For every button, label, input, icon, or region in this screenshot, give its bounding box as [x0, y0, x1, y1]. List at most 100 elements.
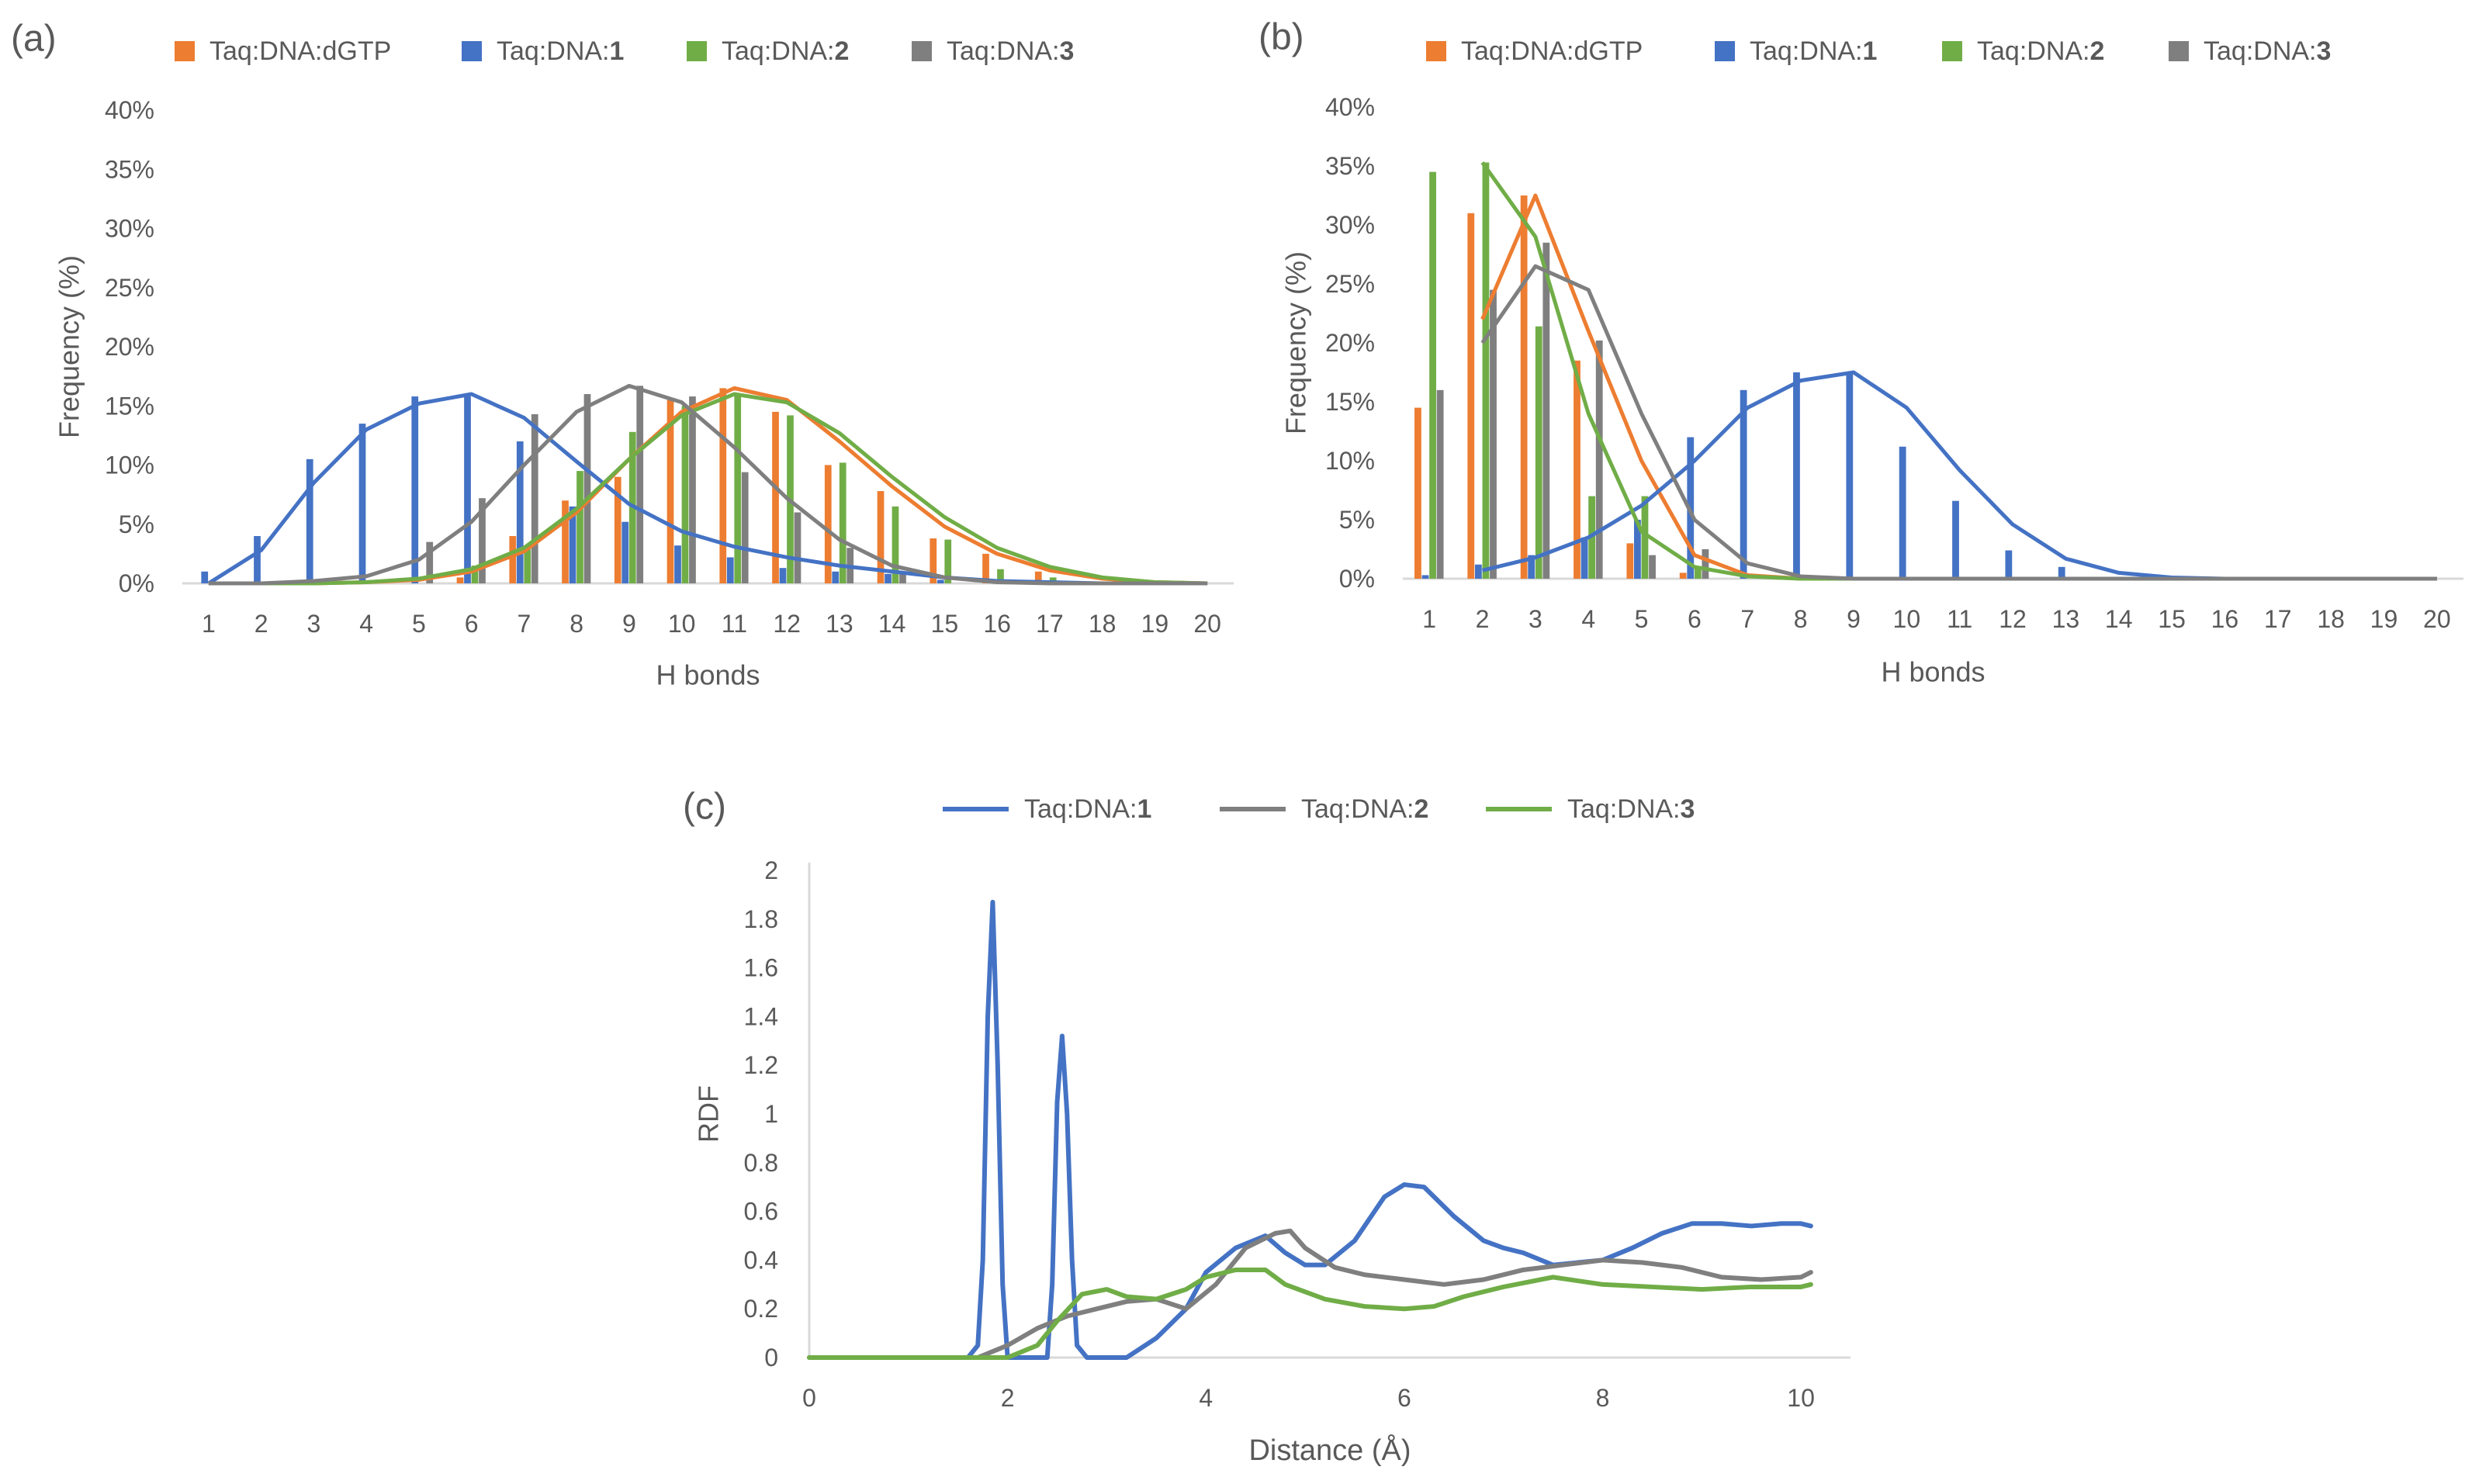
- y-tick-label: 5%: [1339, 506, 1375, 534]
- y-tick-label: 0%: [119, 569, 154, 597]
- bar: [479, 498, 486, 583]
- y-axis-title: Frequency (%): [1280, 251, 1312, 434]
- x-tick-label: 4: [1581, 605, 1595, 633]
- legend-label: Taq:DNA:1: [1750, 36, 1877, 66]
- fit-line-c3: [1480, 264, 2437, 581]
- bar: [358, 424, 366, 583]
- bar: [877, 491, 885, 583]
- y-tick-label: 10%: [105, 451, 154, 479]
- bar: [666, 400, 674, 583]
- y-tick-label: 15%: [1325, 388, 1375, 416]
- y-tick-label: 35%: [105, 155, 154, 183]
- y-tick-label: 15%: [105, 392, 154, 420]
- x-tick-label: 5: [1635, 605, 1649, 633]
- y-tick-label: 1.8: [744, 905, 778, 933]
- x-tick-label: 1: [1422, 605, 1436, 633]
- y-tick-label: 0.6: [744, 1198, 778, 1226]
- bar: [944, 539, 952, 583]
- x-tick-label: 5: [412, 610, 426, 638]
- bar: [524, 548, 531, 583]
- y-tick-label: 10%: [1325, 447, 1375, 475]
- fit-line-c2: [208, 392, 1208, 586]
- x-tick-label: 20: [1193, 610, 1221, 638]
- bar: [426, 541, 434, 583]
- bar: [937, 579, 944, 583]
- bar: [885, 573, 892, 583]
- bar: [621, 521, 629, 583]
- x-tick-label: 6: [1688, 605, 1702, 633]
- panel-b-chart: (b)0%5%10%15%20%25%30%35%40%1 2 3 4 5 6 7 8 9 10 1…: [1259, 17, 2463, 688]
- bar: [576, 471, 583, 583]
- bar: [681, 406, 689, 583]
- legend-swatch: [912, 41, 932, 61]
- bar: [2005, 550, 2013, 579]
- legend-label: Taq:DNA:dGTP: [1461, 36, 1643, 66]
- bar: [741, 472, 749, 583]
- bar: [1899, 446, 1906, 579]
- legend-swatch: [1942, 41, 1962, 61]
- y-tick-label: 2: [764, 856, 778, 884]
- legend-swatch: [2169, 41, 2189, 61]
- legend-label: Taq:DNA:3: [2204, 36, 2331, 66]
- x-tick-label: 19: [1141, 610, 1169, 638]
- bar: [982, 553, 989, 583]
- bar: [779, 568, 787, 583]
- x-axis-title: H bonds: [656, 659, 760, 691]
- y-tick-label: 40%: [105, 96, 154, 124]
- x-tick-label: 14: [878, 610, 906, 638]
- fit-line-c1: [1481, 370, 2437, 581]
- bar: [1490, 289, 1497, 579]
- y-tick-label: 40%: [1325, 93, 1375, 121]
- bar: [254, 536, 261, 583]
- x-tick-label: 9: [622, 610, 636, 638]
- y-tick-label: 20%: [1325, 329, 1375, 357]
- bar: [1702, 549, 1709, 579]
- bar: [464, 396, 471, 583]
- x-tick-label: 2: [1001, 1384, 1015, 1412]
- bar: [2058, 566, 2065, 579]
- y-tick-label: 30%: [105, 215, 154, 243]
- bar: [689, 396, 696, 583]
- legend-label: Taq:DNA:2: [1977, 36, 2104, 66]
- bar: [509, 536, 517, 583]
- bar: [411, 396, 419, 583]
- bar: [1542, 242, 1550, 579]
- x-tick-label: 17: [1036, 610, 1064, 638]
- y-tick-label: 0: [764, 1344, 778, 1372]
- y-tick-label: 1.6: [744, 954, 778, 982]
- x-tick-label: 15: [2158, 605, 2186, 633]
- bar: [1634, 520, 1641, 579]
- x-tick-label: 11: [1947, 605, 1972, 633]
- bar: [1436, 389, 1444, 579]
- rdf-line-c1: [807, 899, 1813, 1360]
- legend-label: Taq:DNA:2: [722, 36, 849, 66]
- legend-label: Taq:DNA:2: [1301, 794, 1428, 824]
- bar: [1679, 572, 1687, 579]
- bar: [636, 386, 644, 583]
- bar: [1595, 340, 1603, 579]
- x-tick-label: 20: [2423, 605, 2451, 633]
- legend-swatch: [687, 41, 707, 61]
- x-tick-label: 13: [2052, 605, 2080, 633]
- x-tick-label: 6: [1397, 1384, 1411, 1412]
- bar: [1740, 389, 1747, 579]
- bar: [1414, 407, 1421, 579]
- x-tick-label: 12: [1999, 605, 2027, 633]
- bar: [456, 577, 464, 583]
- panel-b-label: (b): [1259, 17, 1304, 58]
- y-tick-label: 0%: [1339, 565, 1375, 593]
- bar: [1421, 575, 1429, 579]
- x-tick-label: 8: [1596, 1384, 1610, 1412]
- bar: [306, 458, 313, 583]
- bar: [1641, 496, 1649, 579]
- legend-swatch: [1715, 41, 1735, 61]
- bar: [1846, 372, 1854, 579]
- bar: [794, 512, 801, 583]
- x-tick-label: 4: [359, 610, 373, 638]
- bar: [1482, 162, 1490, 579]
- bar: [1952, 500, 1959, 579]
- x-tick-label: 2: [1476, 605, 1490, 633]
- x-tick-label: 13: [826, 610, 853, 638]
- bar: [1574, 360, 1580, 579]
